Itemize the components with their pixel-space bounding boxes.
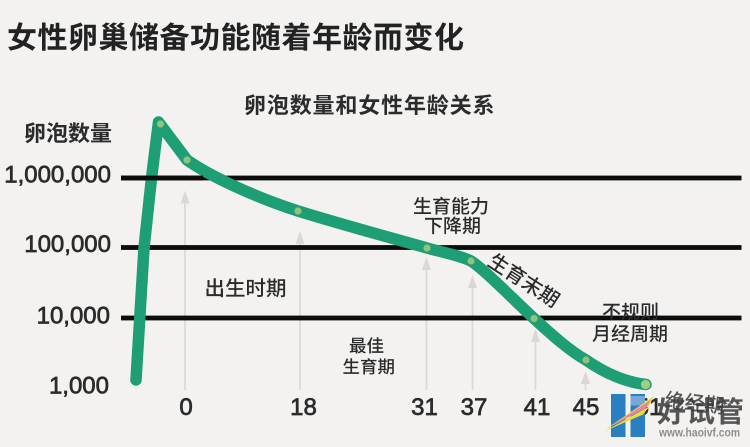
svg-text:100,000: 100,000 (24, 231, 111, 258)
svg-text:www.haoivf.com: www.haoivf.com (658, 428, 740, 440)
svg-text:31: 31 (411, 394, 438, 421)
svg-text:0: 0 (179, 394, 192, 421)
svg-text:1,000,000: 1,000,000 (4, 162, 111, 189)
svg-text:37: 37 (461, 394, 488, 421)
svg-text:18: 18 (290, 394, 317, 421)
svg-text:1,000: 1,000 (49, 373, 109, 400)
svg-text:45: 45 (573, 394, 600, 421)
svg-text:41: 41 (524, 394, 551, 421)
svg-text:10,000: 10,000 (37, 303, 110, 330)
